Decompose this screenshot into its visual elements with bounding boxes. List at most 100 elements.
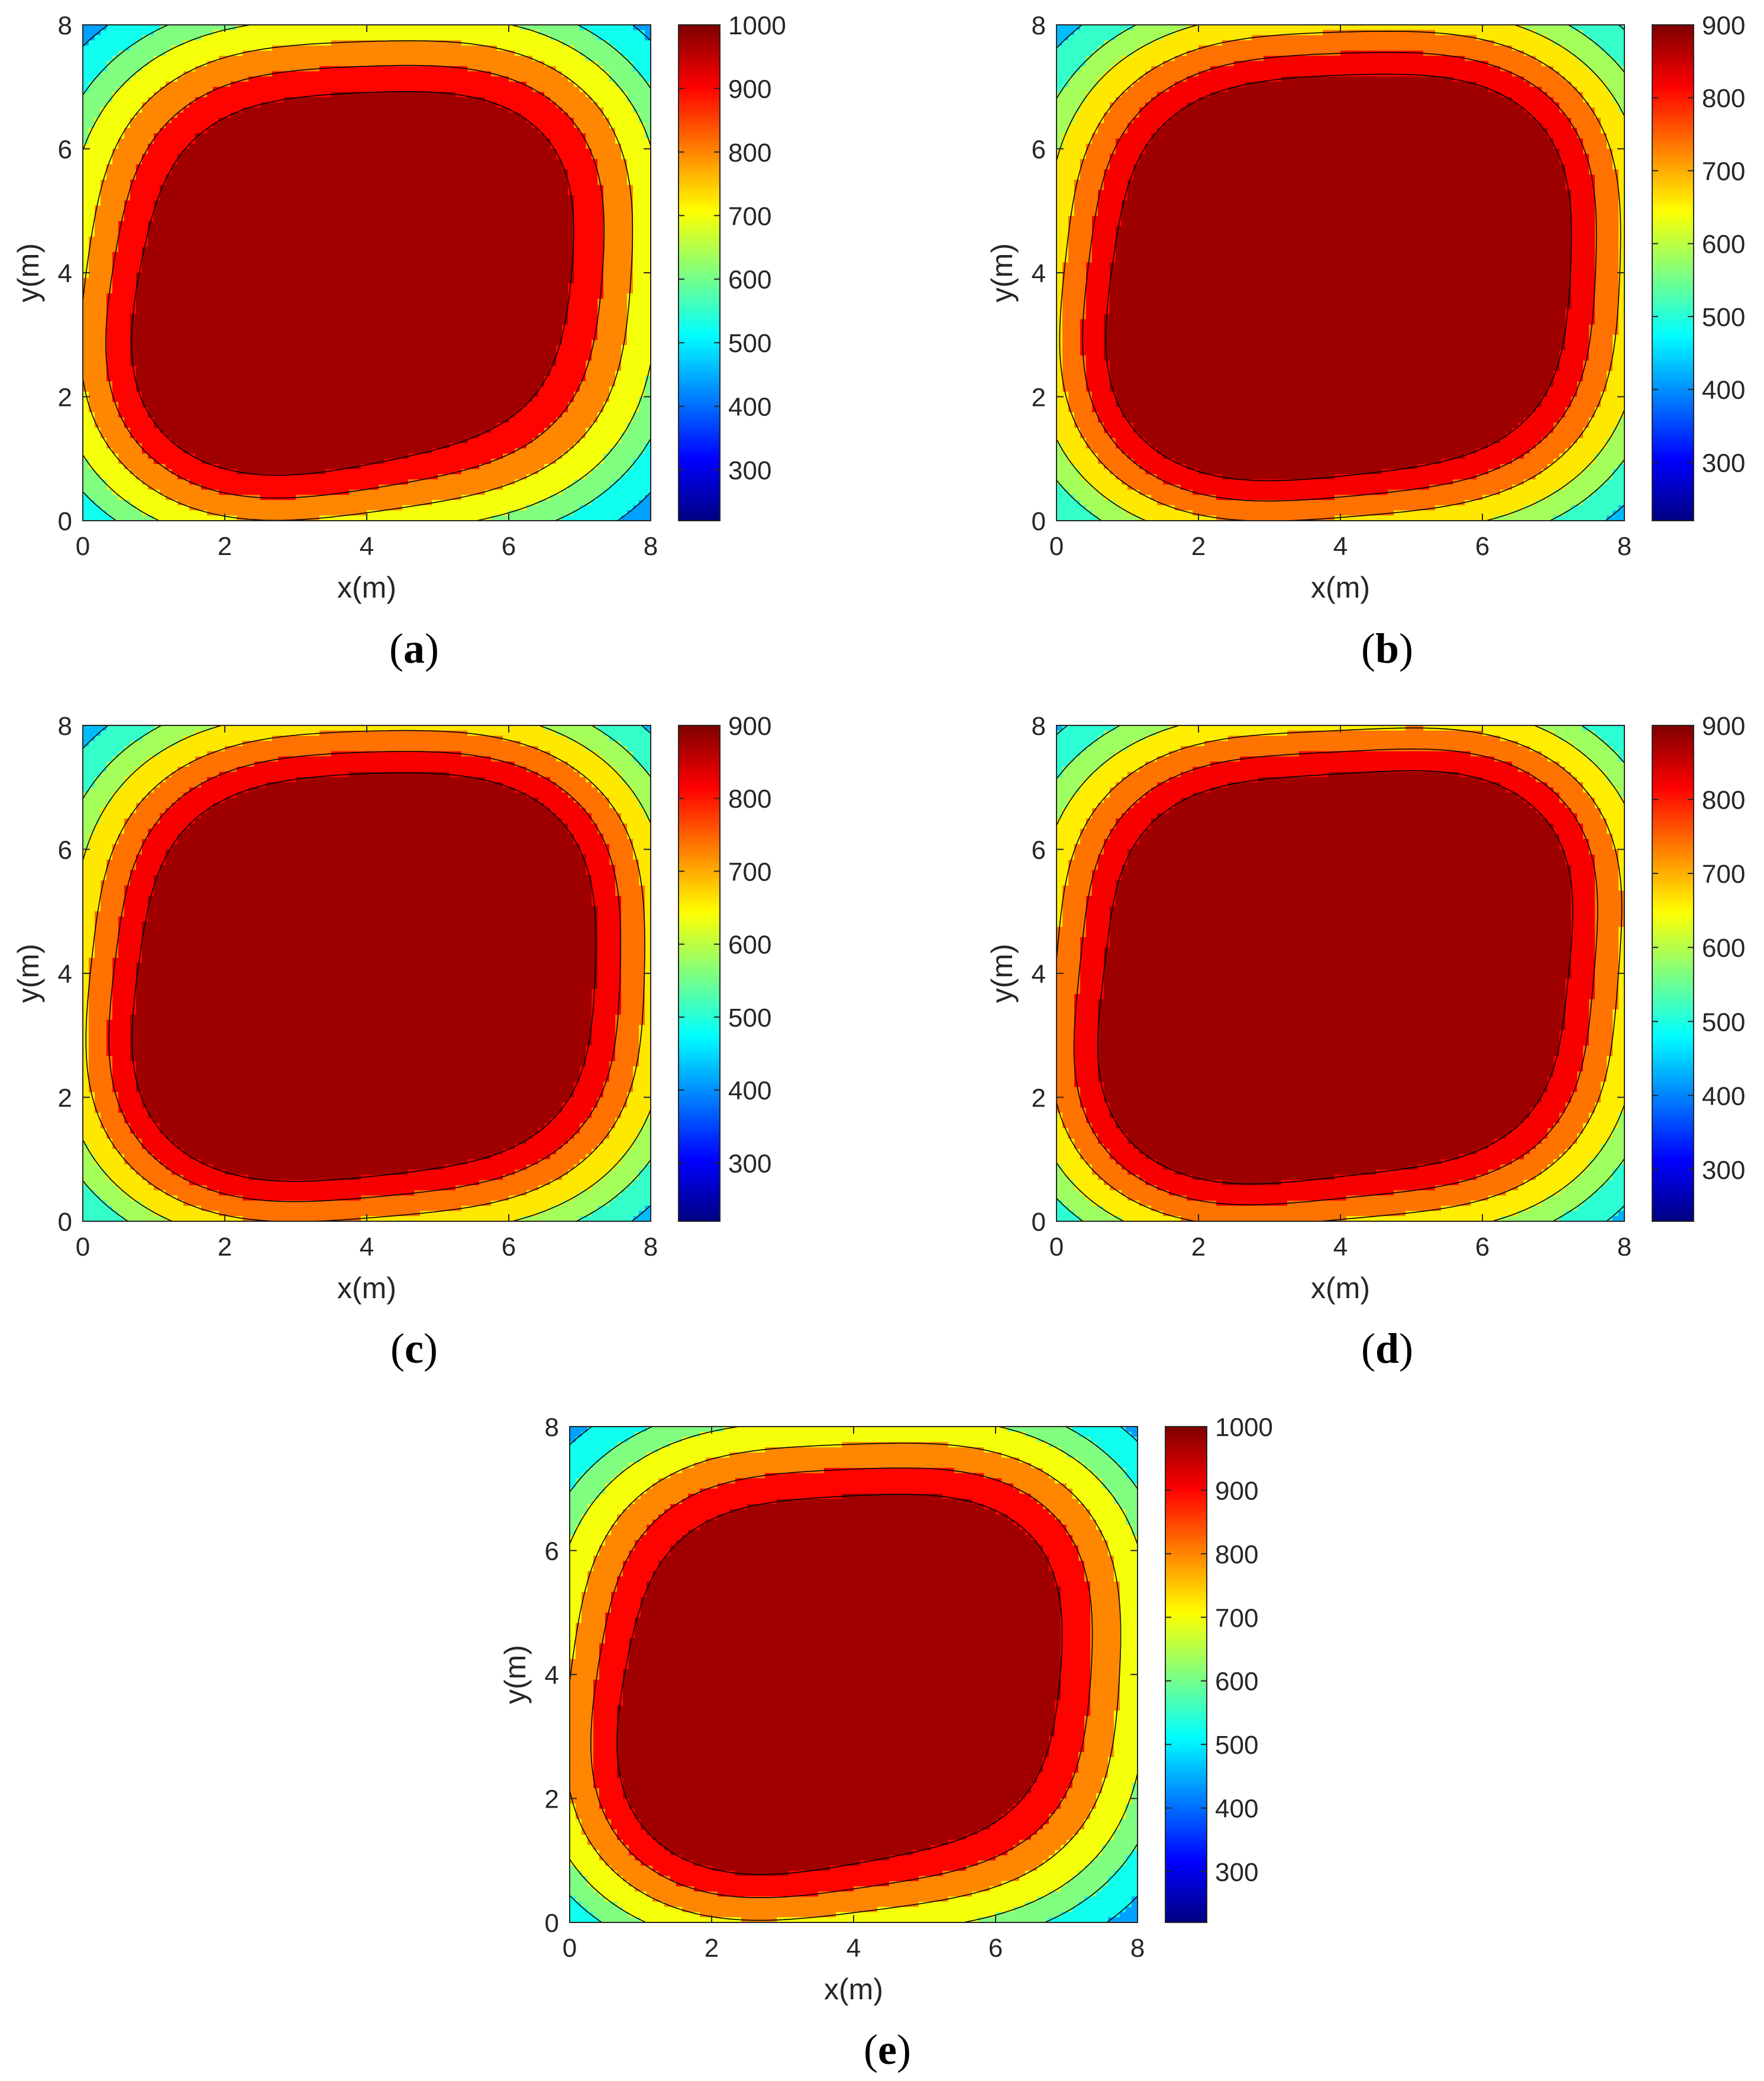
contour-cell xyxy=(130,179,137,186)
contour-cell xyxy=(349,169,356,176)
contour-cell xyxy=(219,179,225,186)
contour-cell xyxy=(260,226,267,233)
contour-cell xyxy=(373,267,379,273)
contour-cell xyxy=(237,149,243,155)
contour-cell xyxy=(189,159,196,165)
contour-cell xyxy=(526,102,533,108)
contour-cell xyxy=(248,278,255,284)
contour-cell xyxy=(467,71,474,78)
contour-cell xyxy=(195,122,202,129)
contour-cell xyxy=(521,278,527,284)
contour-cell xyxy=(479,278,486,284)
contour-cell xyxy=(627,45,634,51)
contour-cell xyxy=(408,241,415,248)
contour-cell xyxy=(314,149,320,155)
contour-cell xyxy=(597,164,604,170)
contour-cell xyxy=(532,257,539,263)
contour-cell xyxy=(597,102,604,108)
contour-cell xyxy=(290,122,296,129)
contour-cell xyxy=(284,226,290,233)
contour-cell xyxy=(645,122,651,129)
contour-cell xyxy=(615,86,622,93)
contour-cell xyxy=(396,278,403,284)
contour-cell xyxy=(402,143,409,150)
contour-cell xyxy=(544,102,551,108)
contour-cell xyxy=(325,25,332,31)
contour-cell xyxy=(207,200,214,207)
contour-cell xyxy=(402,236,409,243)
contour-cell xyxy=(254,278,261,284)
contour-cell xyxy=(112,107,119,114)
contour-cell xyxy=(83,278,89,284)
contour-cell xyxy=(402,241,409,248)
contour-cell xyxy=(414,143,421,150)
contour-cell xyxy=(237,278,243,284)
contour-cell xyxy=(467,288,474,294)
contour-cell xyxy=(237,179,243,186)
contour-cell xyxy=(526,164,533,170)
contour-cell xyxy=(420,35,427,41)
contour-cell xyxy=(526,45,533,51)
contour-cell xyxy=(385,278,391,284)
contour-cell xyxy=(432,257,438,263)
contour-cell xyxy=(609,226,616,233)
contour-cell xyxy=(213,273,219,279)
contour-cell xyxy=(379,86,385,93)
contour-cell xyxy=(337,86,344,93)
contour-cell xyxy=(580,112,586,119)
contour-cell xyxy=(562,40,568,46)
contour-cell xyxy=(538,252,545,258)
contour-cell xyxy=(361,102,367,108)
contour-cell xyxy=(592,211,598,217)
contour-cell xyxy=(568,66,574,72)
contour-cell xyxy=(621,56,628,62)
contour-cell xyxy=(166,107,172,114)
contour-cell xyxy=(148,283,154,289)
contour-cell xyxy=(95,149,101,155)
contour-cell xyxy=(183,86,190,93)
contour-cell xyxy=(497,252,503,258)
contour-cell xyxy=(385,82,391,88)
contour-cell xyxy=(550,102,557,108)
contour-cell xyxy=(521,56,527,62)
contour-cell xyxy=(450,138,456,144)
contour-cell xyxy=(290,221,296,227)
contour-cell xyxy=(367,25,373,31)
contour-cell xyxy=(195,128,202,134)
contour-cell xyxy=(118,247,125,253)
contour-cell xyxy=(450,226,456,233)
contour-cell xyxy=(314,159,320,165)
contour-cell xyxy=(349,61,356,67)
contour-cell xyxy=(597,40,604,46)
contour-cell xyxy=(479,138,486,144)
contour-cell xyxy=(124,25,131,31)
contour-cell xyxy=(160,231,166,237)
contour-cell xyxy=(331,169,338,176)
contour-cell xyxy=(544,267,551,273)
contour-cell xyxy=(349,82,356,88)
contour-cell xyxy=(112,71,119,78)
contour-cell xyxy=(112,267,119,273)
contour-cell xyxy=(213,128,219,134)
contour-cell xyxy=(195,97,202,103)
contour-cell xyxy=(237,25,243,31)
contour-cell xyxy=(124,252,131,258)
contour-cell xyxy=(450,107,456,114)
contour-cell xyxy=(95,231,101,237)
contour-cell xyxy=(319,267,326,273)
contour-cell xyxy=(189,66,196,72)
contour-cell xyxy=(633,45,639,51)
contour-cell xyxy=(172,288,178,294)
contour-cell xyxy=(355,45,361,51)
contour-cell xyxy=(503,40,509,46)
contour-cell xyxy=(532,56,539,62)
contour-cell xyxy=(248,175,255,180)
contour-cell xyxy=(467,112,474,119)
contour-cell xyxy=(254,159,261,165)
contour-cell xyxy=(278,283,285,289)
contour-cell xyxy=(521,30,527,36)
contour-cell xyxy=(302,231,308,237)
contour-cell xyxy=(586,211,592,217)
contour-cell xyxy=(225,236,231,243)
contour-cell xyxy=(136,71,143,78)
